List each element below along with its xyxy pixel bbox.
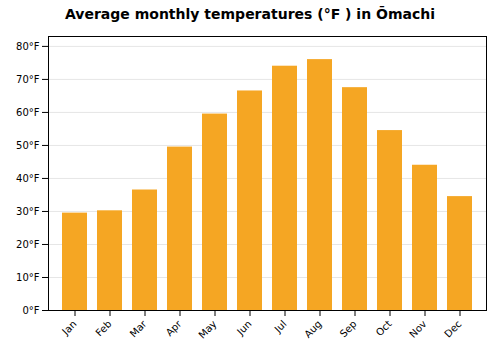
svg-text:60°F: 60°F xyxy=(16,107,40,118)
svg-text:Mar: Mar xyxy=(128,318,150,340)
svg-text:20°F: 20°F xyxy=(16,239,40,250)
svg-text:80°F: 80°F xyxy=(16,41,40,52)
svg-text:Jul: Jul xyxy=(272,318,289,335)
svg-text:70°F: 70°F xyxy=(16,74,40,85)
svg-text:Dec: Dec xyxy=(442,318,463,339)
svg-text:Feb: Feb xyxy=(93,318,113,338)
svg-text:Oct: Oct xyxy=(374,318,394,338)
html-text:Average monthly temperatures (: Average monthly temperatures (°F ) in Ōm… xyxy=(65,6,435,22)
svg-text:0°F: 0°F xyxy=(22,305,39,316)
svg-text:Sep: Sep xyxy=(338,318,359,339)
svg-text:Apr: Apr xyxy=(164,318,185,339)
svg-text:30°F: 30°F xyxy=(16,206,40,217)
svg-text:Jan: Jan xyxy=(59,318,78,337)
svg-text:10°F: 10°F xyxy=(16,272,40,283)
svg-text:Jun: Jun xyxy=(234,318,254,338)
svg-text:50°F: 50°F xyxy=(16,140,40,151)
svg-text:Aug: Aug xyxy=(302,318,324,340)
svg-text:40°F: 40°F xyxy=(16,173,40,184)
svg-text:Nov: Nov xyxy=(407,318,429,340)
svg-text:May: May xyxy=(196,318,218,340)
